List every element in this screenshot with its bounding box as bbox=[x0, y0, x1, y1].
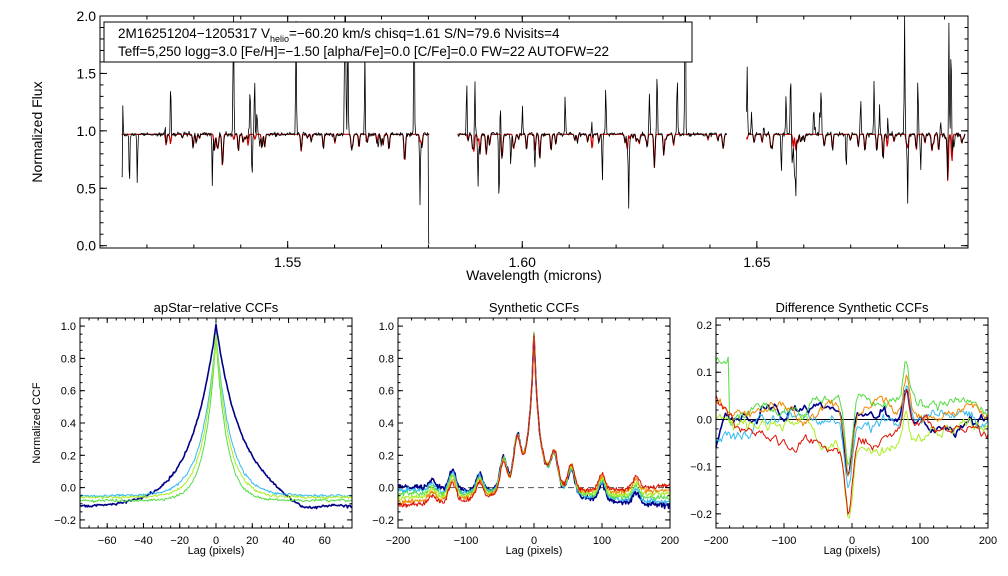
apstar-ccf-series bbox=[79, 333, 353, 498]
x-tick-label: −60 bbox=[98, 535, 117, 547]
y-tick-label: 0.6 bbox=[61, 386, 76, 398]
x-tick-label: −100 bbox=[454, 535, 479, 547]
y-tick-label: 0.1 bbox=[697, 367, 712, 379]
y-tick-label: 2.0 bbox=[77, 8, 97, 24]
y-tick-label: 0.4 bbox=[379, 418, 394, 430]
x-tick-label: 60 bbox=[319, 535, 331, 547]
spectrum-panel: 1.55 1.60 1.65 0.0 0.5 1.0 1.5 2.0 Wavelength (… bbox=[29, 8, 969, 283]
y-tick-label: 1.0 bbox=[77, 123, 97, 139]
annotation-star-id: 2M16251204−1205317 V bbox=[118, 26, 270, 41]
x-tick-label: −200 bbox=[704, 535, 729, 547]
difference-ccf-ticks: −200 −100 0 100 200 −0.2 −0.1 0.0 0.1 0.2 bbox=[690, 318, 997, 547]
y-tick-label: 0.0 bbox=[61, 483, 76, 495]
apstar-ccf-series bbox=[79, 334, 353, 500]
spectrum-annotation-box: 2M16251204−1205317 Vhelio=−60.20 km/s ch… bbox=[103, 21, 693, 63]
x-tick-label: 200 bbox=[661, 535, 679, 547]
y-tick-label: 0.2 bbox=[697, 320, 712, 332]
y-tick-label: −0.2 bbox=[690, 509, 712, 521]
annotation-helio-subscript: helio bbox=[270, 34, 289, 44]
x-tick-label: −40 bbox=[134, 535, 153, 547]
y-tick-label: 0.2 bbox=[61, 450, 76, 462]
observed-spectrum-line bbox=[457, 15, 728, 209]
synthetic-ccf-xlabel: Lag (pixels) bbox=[506, 545, 563, 557]
x-tick-label: 1.60 bbox=[509, 254, 536, 270]
synthetic-ccf-series bbox=[397, 331, 671, 506]
x-tick-label: 0 bbox=[531, 535, 537, 547]
x-tick-label: 100 bbox=[911, 535, 929, 547]
observed-spectrum-line bbox=[746, 15, 966, 204]
y-tick-label: 0.6 bbox=[379, 386, 394, 398]
y-tick-label: 0.0 bbox=[697, 414, 712, 426]
y-tick-label: 0.2 bbox=[379, 450, 394, 462]
y-tick-label: 0.8 bbox=[61, 353, 76, 365]
synthetic-ccf-lines bbox=[397, 331, 671, 510]
synthetic-ccf-panel: −200 −100 0 100 200 −0.2 0.0 0.2 0.4 0.6 0.8 1.0 Sy… bbox=[372, 300, 679, 557]
y-tick-label: 0.8 bbox=[379, 353, 394, 365]
apstar-ccf-ticks: −60 −40 −20 0 20 40 60 −0.2 0.0 0.2 0.4 0.6 0.8 1.0 bbox=[54, 317, 353, 547]
difference-ccf-series bbox=[715, 389, 989, 515]
x-tick-label: 0 bbox=[849, 535, 855, 547]
annotation-frame bbox=[103, 21, 693, 63]
difference-ccf-panel: −200 −100 0 100 200 −0.2 −0.1 0.0 0.1 0.2 Differe… bbox=[690, 300, 997, 557]
synthetic-ccf-series bbox=[397, 335, 671, 508]
x-tick-label: −20 bbox=[170, 535, 189, 547]
apstar-ccf-title: apStar−relative CCFs bbox=[154, 300, 279, 315]
spectrum-ylabel: Normalized Flux bbox=[29, 81, 45, 182]
y-tick-label: 1.0 bbox=[61, 321, 76, 333]
difference-ccf-lines bbox=[715, 356, 989, 519]
difference-ccf-xlabel: Lag (pixels) bbox=[824, 545, 881, 557]
spectrum-lines bbox=[121, 15, 966, 244]
x-tick-label: 1.55 bbox=[274, 254, 301, 270]
x-tick-label: 40 bbox=[282, 535, 294, 547]
annotation-rv-stats: =−60.20 km/s chisq=1.61 S/N=79.6 Nvisits… bbox=[289, 26, 560, 41]
difference-ccf-series bbox=[715, 356, 989, 466]
difference-ccf-title: Difference Synthetic CCFs bbox=[776, 300, 929, 315]
spectrum-frame bbox=[99, 15, 969, 249]
y-tick-label: −0.2 bbox=[372, 515, 394, 527]
x-tick-label: −100 bbox=[772, 535, 797, 547]
y-tick-label: 0.0 bbox=[379, 483, 394, 495]
x-tick-label: 100 bbox=[593, 535, 611, 547]
annotation-line-1: 2M16251204−1205317 Vhelio=−60.20 km/s ch… bbox=[118, 26, 560, 44]
spectrum-ticks: 1.55 1.60 1.65 0.0 0.5 1.0 1.5 2.0 bbox=[77, 8, 968, 270]
apstar-ccf-panel: −60 −40 −20 0 20 40 60 −0.2 0.0 0.2 0.4 0.6 0.8 1.0 a… bbox=[31, 300, 353, 557]
spectrum-xlabel: Wavelength (microns) bbox=[466, 267, 602, 283]
y-tick-label: −0.2 bbox=[54, 515, 76, 527]
apstar-ccf-ylabel: Normalized CCF bbox=[31, 382, 43, 464]
apstar-ccf-lines bbox=[79, 323, 353, 510]
y-tick-label: 0.5 bbox=[77, 180, 97, 196]
observed-spectrum-line bbox=[121, 15, 430, 244]
x-tick-label: −200 bbox=[386, 535, 411, 547]
x-tick-label: 20 bbox=[246, 535, 258, 547]
y-tick-label: 0.0 bbox=[77, 238, 97, 254]
synthetic-ccf-ticks: −200 −100 0 100 200 −0.2 0.0 0.2 0.4 0.6 0.8 1.0 bbox=[372, 317, 679, 547]
synthetic-ccf-series bbox=[397, 332, 671, 501]
x-tick-label: 0 bbox=[213, 535, 219, 547]
x-tick-label: 200 bbox=[979, 535, 997, 547]
difference-ccf-series bbox=[715, 374, 989, 477]
y-tick-label: 1.0 bbox=[379, 321, 394, 333]
x-tick-label: 1.65 bbox=[743, 254, 770, 270]
y-tick-label: 1.5 bbox=[77, 65, 97, 81]
apstar-ccf-xlabel: Lag (pixels) bbox=[188, 545, 245, 557]
y-tick-label: 0.4 bbox=[61, 418, 76, 430]
annotation-line-2: Teff=5,250 logg=3.0 [Fe/H]=−1.50 [alpha/… bbox=[118, 44, 609, 59]
difference-ccf-series bbox=[715, 385, 989, 489]
y-tick-label: −0.1 bbox=[690, 462, 712, 474]
synthetic-ccf-title: Synthetic CCFs bbox=[489, 300, 580, 315]
difference-ccf-series bbox=[715, 410, 989, 519]
